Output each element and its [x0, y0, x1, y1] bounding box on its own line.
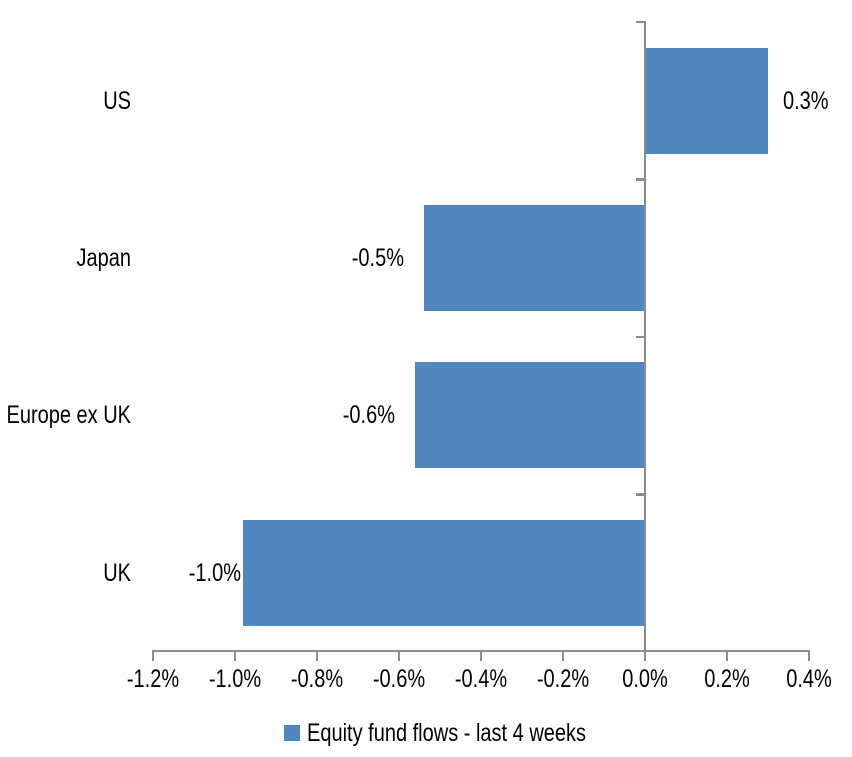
category-axis-tick [635, 178, 647, 181]
legend: Equity fund flows - last 4 weeks [284, 717, 656, 749]
data-label-japan: -0.5% [351, 244, 404, 273]
x-axis-tick [725, 649, 729, 661]
category-axis-tick [635, 21, 647, 24]
data-label-europe-ex-uk: -0.6% [343, 401, 396, 430]
x-tick-label: -0.6% [372, 665, 426, 693]
x-axis-tick [233, 649, 237, 661]
x-tick-label: -0.2% [536, 665, 590, 693]
x-tick-label: -0.8% [290, 665, 344, 693]
bar-japan [423, 205, 645, 312]
x-tick-label: 0.2% [704, 665, 750, 693]
x-tick-label: -1.2% [126, 665, 180, 693]
x-axis-tick [807, 649, 811, 661]
category-axis-tick [635, 493, 647, 496]
x-tick-label: -0.4% [454, 665, 508, 693]
bar-europe-ex-uk [415, 362, 645, 469]
x-axis-tick [397, 649, 401, 661]
category-label-europe-ex-uk: Europe ex UK [6, 401, 131, 430]
data-label-us: 0.3% [783, 86, 829, 115]
legend-swatch [284, 725, 300, 741]
data-label-uk: -1.0% [188, 558, 242, 587]
x-tick-label: -1.0% [208, 665, 262, 693]
category-label-us: US [103, 86, 131, 115]
bar-us [645, 47, 768, 154]
category-axis-tick [635, 335, 647, 339]
x-tick-label: 0.4% [786, 665, 832, 693]
zero-axis-line [643, 22, 647, 659]
category-label-japan: Japan [76, 244, 132, 273]
x-axis-tick [151, 649, 155, 661]
category-label-uk: UK [103, 558, 131, 587]
x-axis-tick [561, 649, 565, 661]
x-axis-tick [479, 649, 483, 661]
legend-label: Equity fund flows - last 4 weeks [307, 719, 587, 747]
x-axis-tick [315, 649, 319, 661]
x-tick-label: 0.0% [622, 665, 668, 693]
bar-uk [243, 519, 645, 626]
